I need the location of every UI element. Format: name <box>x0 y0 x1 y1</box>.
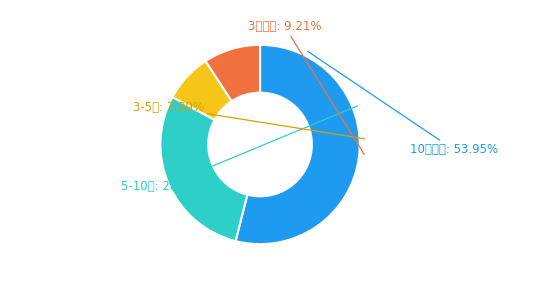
Text: 3-5年: 7.89%: 3-5年: 7.89% <box>134 101 365 139</box>
Wedge shape <box>206 45 260 101</box>
Text: 3年以下: 9.21%: 3年以下: 9.21% <box>248 20 364 154</box>
Wedge shape <box>161 97 248 241</box>
Wedge shape <box>235 45 360 244</box>
Text: 5-10年: 28.95%: 5-10年: 28.95% <box>120 106 358 193</box>
Wedge shape <box>173 61 232 120</box>
Text: 10年以上: 53.95%: 10年以上: 53.95% <box>307 51 498 156</box>
